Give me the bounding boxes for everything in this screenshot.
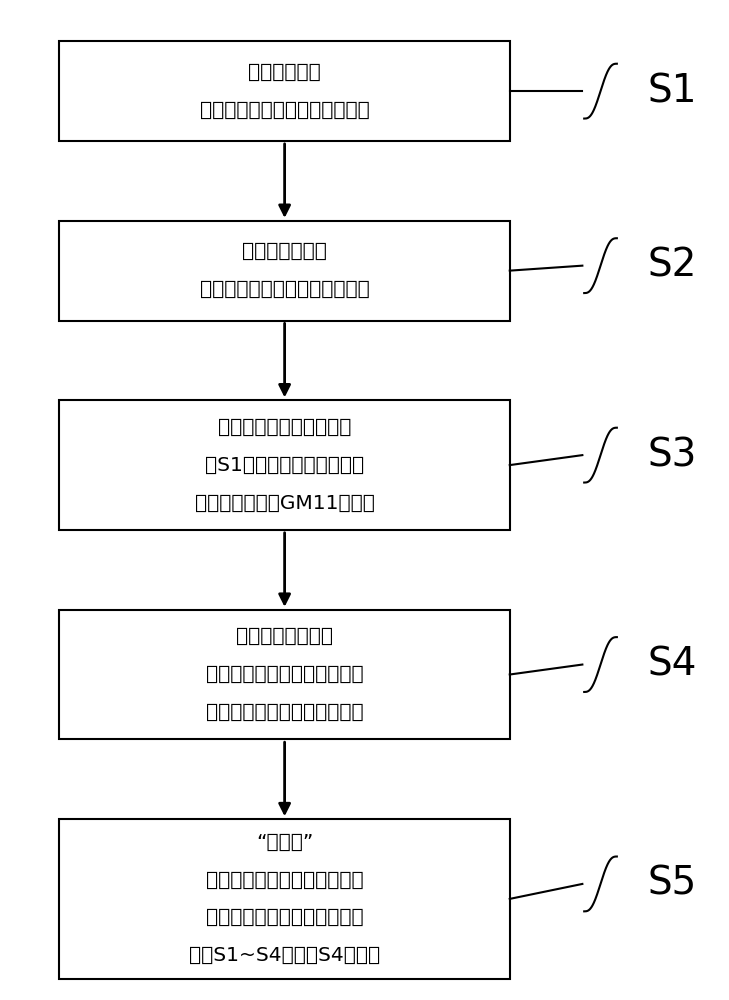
FancyBboxPatch shape <box>60 221 510 320</box>
Text: 重复S1~S4，根据S4步骤计: 重复S1~S4，根据S4步骤计 <box>189 946 381 965</box>
FancyBboxPatch shape <box>60 610 510 739</box>
Text: 进行数据处理: 进行数据处理 <box>249 63 321 82</box>
Text: 算的数据值确定基线，利用相: 算的数据值确定基线，利用相 <box>206 908 364 927</box>
Text: 计算相似度特征: 计算相似度特征 <box>242 242 327 261</box>
FancyBboxPatch shape <box>60 819 510 979</box>
Text: S1: S1 <box>648 72 697 110</box>
FancyBboxPatch shape <box>60 400 510 530</box>
Text: 用S1获取到的特征数据输入: 用S1获取到的特征数据输入 <box>205 456 364 475</box>
Text: S5: S5 <box>648 865 697 903</box>
FancyBboxPatch shape <box>60 41 510 141</box>
Text: 实时获取锂离子电池运行数据，: 实时获取锂离子电池运行数据， <box>200 101 370 120</box>
Text: S4: S4 <box>648 646 697 684</box>
Text: 计算预测数据与真实数据的残: 计算预测数据与真实数据的残 <box>206 703 364 722</box>
Text: 模型，预测特征曲线走势: 模型，预测特征曲线走势 <box>218 418 351 437</box>
Text: 似度特征与基线确定电池容量: 似度特征与基线确定电池容量 <box>206 870 364 889</box>
Text: “跳水点”: “跳水点” <box>256 833 313 852</box>
Text: S3: S3 <box>648 436 697 474</box>
Text: 差，残差方差、均值、最值，: 差，残差方差、均值、最值， <box>206 665 364 684</box>
Text: 建立灰色模型（GM11），利: 建立灰色模型（GM11），利 <box>195 493 375 512</box>
Text: 提取充（放）电时的相似片段，: 提取充（放）电时的相似片段， <box>200 280 370 299</box>
Text: 计算残差检验得分: 计算残差检验得分 <box>236 627 333 646</box>
Text: S2: S2 <box>648 247 697 285</box>
